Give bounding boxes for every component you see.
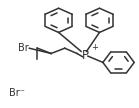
Text: Br: Br xyxy=(18,43,28,53)
Text: P: P xyxy=(82,49,89,62)
Text: Br⁻: Br⁻ xyxy=(9,88,25,98)
Text: +: + xyxy=(91,43,98,52)
